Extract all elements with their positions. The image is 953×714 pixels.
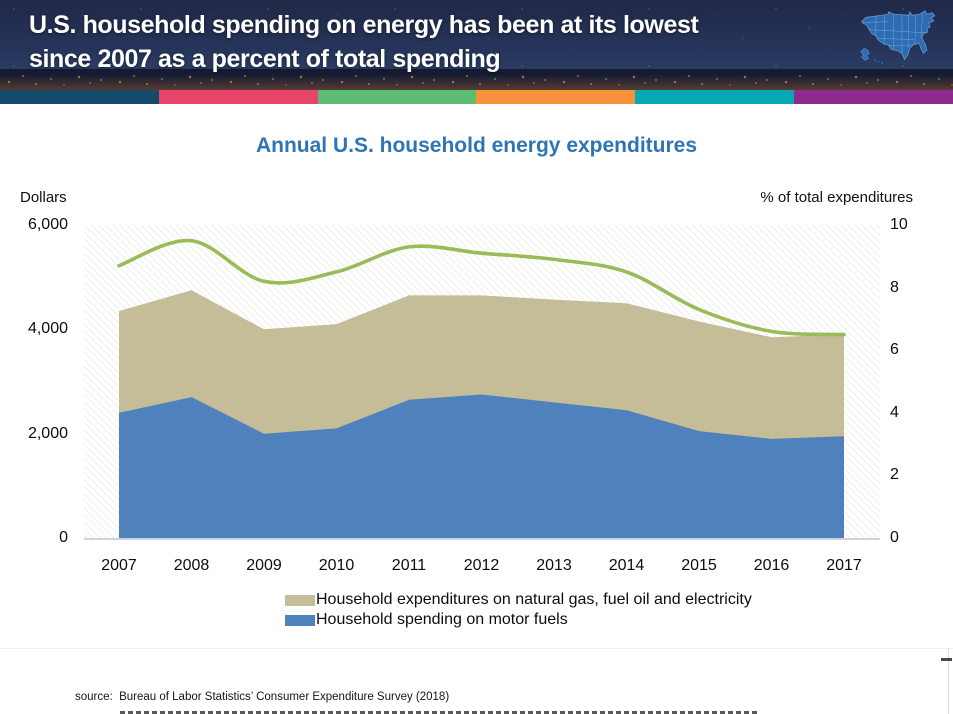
right-axis-tick-4: 4 xyxy=(890,403,899,421)
year-label-2016: 2016 xyxy=(753,557,790,574)
year-label-2015: 2015 xyxy=(681,557,717,574)
right-axis-tick-8: 8 xyxy=(890,278,899,296)
right-axis-unit-label: % of total expenditures xyxy=(760,189,913,206)
right-axis-tick-10: 10 xyxy=(890,216,908,233)
year-label-2012: 2012 xyxy=(463,557,500,574)
left-axis-tick-0: 0 xyxy=(59,529,68,546)
right-axis-tick-0: 0 xyxy=(890,529,899,546)
legend: Household expenditures on natural gas, f… xyxy=(285,590,785,630)
right-axis-tick-2: 2 xyxy=(890,466,899,484)
stripe-segment-4 xyxy=(635,90,795,104)
right-edge-line xyxy=(948,648,949,714)
year-label-2007: 2007 xyxy=(101,557,137,574)
right-axis-tick-6: 6 xyxy=(890,341,899,359)
legend-label-motor-fuels: Household spending on motor fuels xyxy=(316,611,568,628)
chart-title: Annual U.S. household energy expenditure… xyxy=(255,134,698,157)
header-banner: U.S. household spending on energy has be… xyxy=(0,0,953,90)
year-label-2017: 2017 xyxy=(826,557,862,574)
stripe-segment-3 xyxy=(476,90,636,104)
banner-title-line1: U.S. household spending on energy has be… xyxy=(29,11,699,39)
us-map-icon xyxy=(860,10,936,64)
year-label-2014: 2014 xyxy=(608,557,645,574)
left-axis-tick-4,000: 4,000 xyxy=(27,320,68,338)
legend-item-utilities: Household expenditures on natural gas, f… xyxy=(285,590,785,610)
hawaii-dots xyxy=(874,59,884,64)
stripe-segment-1 xyxy=(158,90,318,104)
legend-label-utilities: Household expenditures on natural gas, f… xyxy=(316,591,752,608)
right-edge-mark xyxy=(941,658,952,661)
left-axis-unit-label: Dollars xyxy=(20,189,67,206)
stripe-segment-2 xyxy=(317,90,477,104)
left-axis-tick-2,000: 2,000 xyxy=(27,424,68,442)
alaska-shape xyxy=(860,48,870,61)
year-label-2008: 2008 xyxy=(173,557,210,574)
year-label-2011: 2011 xyxy=(391,557,427,574)
year-label-2010: 2010 xyxy=(318,557,355,574)
legend-swatch-motor-fuels xyxy=(285,615,315,626)
stripe-segment-0 xyxy=(0,90,159,104)
source-note: source: Bureau of Labor Statistics’ Cons… xyxy=(75,691,450,703)
city-lights-photo-strip xyxy=(0,69,953,90)
color-stripe xyxy=(0,90,953,104)
legend-swatch-utilities xyxy=(285,595,315,606)
bottom-divider-rule xyxy=(0,648,953,649)
left-axis-tick-6,000: 6,000 xyxy=(27,216,68,233)
year-label-2009: 2009 xyxy=(246,557,282,574)
stripe-segment-5 xyxy=(794,90,953,104)
banner-title-line2: since 2007 as a percent of total spendin… xyxy=(29,45,501,73)
year-label-2013: 2013 xyxy=(536,557,572,574)
clipped-text-line xyxy=(120,711,760,714)
banner-title: U.S. household spending on energy has be… xyxy=(29,8,859,76)
legend-item-motor-fuels: Household spending on motor fuels xyxy=(285,610,785,630)
